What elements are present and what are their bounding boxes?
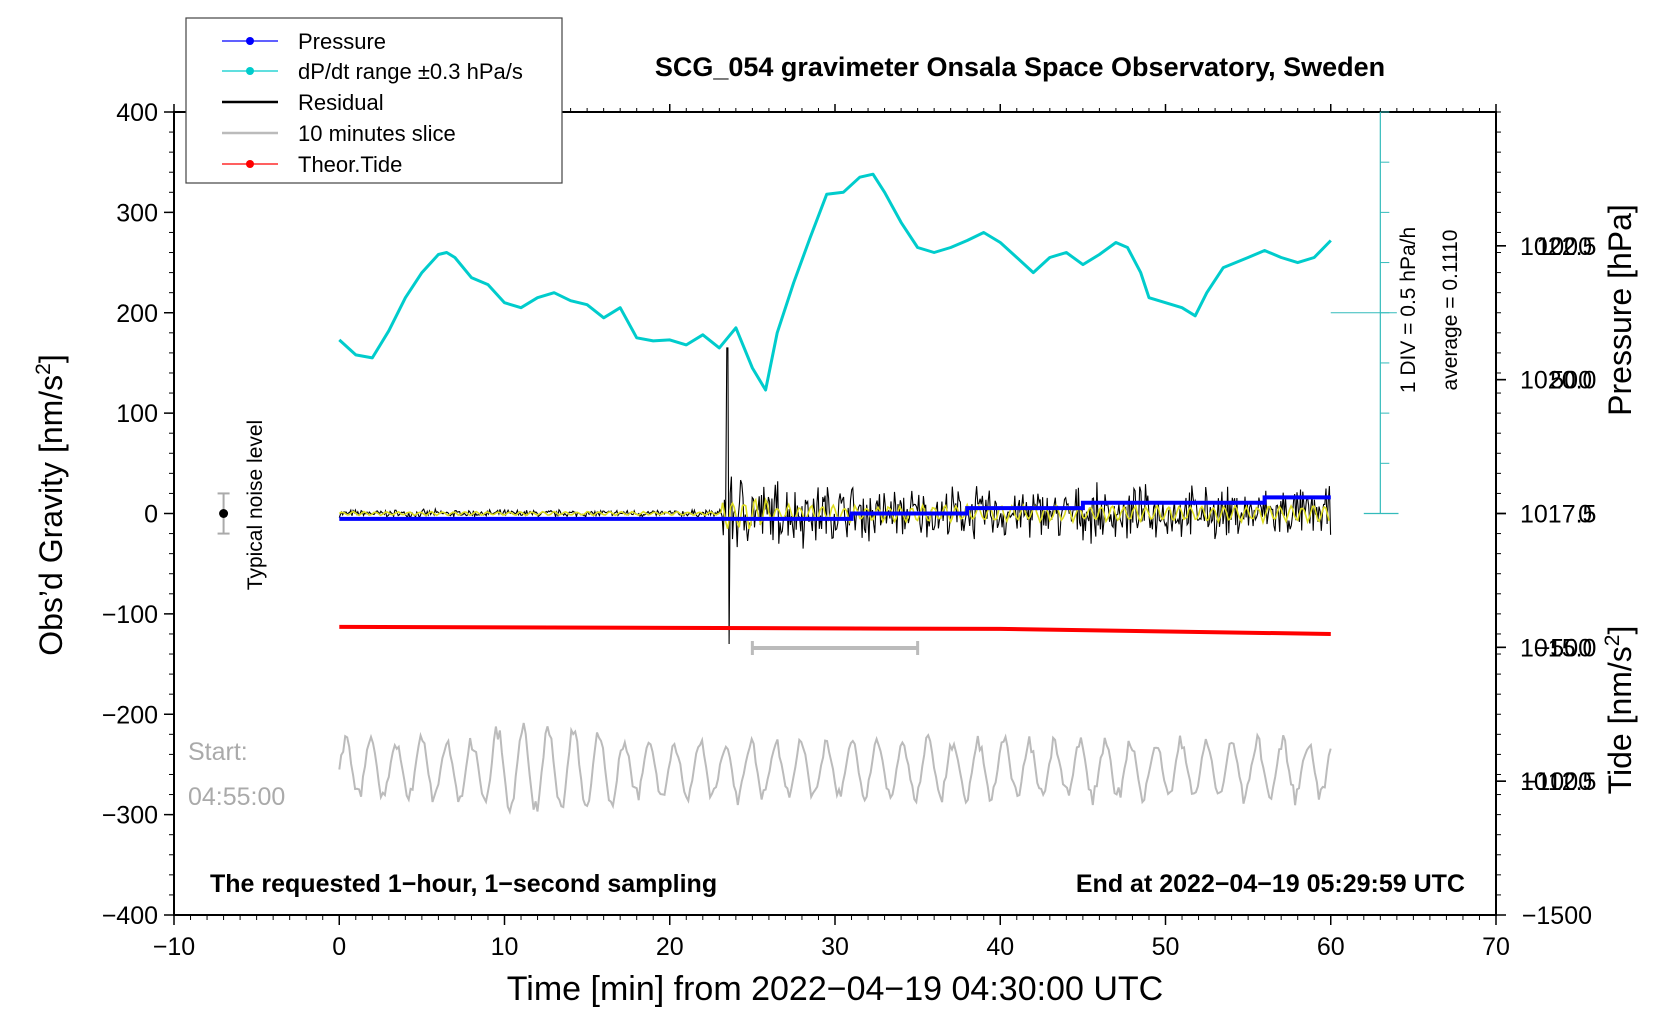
pressure-tick-label: 1015.0	[1520, 634, 1596, 662]
y-axis-label-left: Obs’d Gravity [nm/s2]	[32, 354, 69, 656]
tide-tick-label: 0	[1578, 501, 1592, 529]
residual-line	[338, 347, 1332, 645]
y-axis-label-left-sup: 2	[32, 363, 55, 375]
pressure-tick-label: 1022.5	[1520, 233, 1596, 261]
tide-axis-label-sup: 2	[1601, 635, 1624, 647]
slice-zoom-line	[338, 722, 1332, 815]
noise-dot	[219, 509, 229, 518]
start-label: Start:	[188, 738, 248, 766]
x-tick-label: 30	[821, 933, 849, 961]
legend-marker-pressure	[246, 37, 254, 45]
axis-ticks: −10 0 10 20 30 40 50 60 704003002001000−100−200−…	[102, 99, 1597, 961]
y-tick-label: −200	[102, 701, 158, 729]
legend: Pressure dP/dt range ±0.3 hPa/s Residual…	[185, 17, 563, 184]
x-tick-label: 60	[1317, 933, 1345, 961]
legend-marker-tide	[246, 160, 254, 168]
x-tick-label: 50	[1152, 933, 1180, 961]
scale-div-label: 1 DIV = 0.5 hPa/h	[1397, 227, 1420, 393]
y-axis-label-left-end: ]	[33, 354, 69, 363]
x-tick-label: 70	[1482, 933, 1510, 961]
y-tick-label: 400	[116, 99, 158, 127]
data-series	[217, 111, 1399, 815]
x-tick-label: 20	[656, 933, 684, 961]
bottom-right-note: End at 2022−04−19 05:29:59 UTC	[1076, 870, 1465, 898]
x-tick-label: 40	[986, 933, 1014, 961]
legend-label-tide: Theor.Tide	[298, 152, 402, 177]
scale-average-label: average = 0.1110	[1439, 230, 1462, 391]
y-tick-label: 200	[116, 300, 158, 328]
tide-axis-label: Tide [nm/s2]	[1601, 626, 1638, 795]
tide-tick-label: −1000	[1522, 768, 1592, 796]
y-tick-label: −100	[102, 601, 158, 629]
tide-tick-label: 1000	[1536, 233, 1592, 261]
legend-label-residual: Residual	[298, 90, 384, 115]
pressure-tick-label: 1012.5	[1520, 768, 1596, 796]
chart-title: SCG_054 gravimeter Onsala Space Observat…	[655, 52, 1385, 82]
y-tick-label: −400	[102, 902, 158, 930]
pressure-axis-label: Pressure [hPa]	[1602, 204, 1638, 416]
dpdt-line	[338, 172, 1332, 392]
legend-box	[185, 17, 563, 184]
tide-tick-label: −1500	[1522, 902, 1592, 930]
y-tick-label: 0	[144, 501, 158, 529]
pressure-tick-label: 1017.5	[1520, 501, 1596, 529]
legend-label-pressure: Pressure	[298, 29, 386, 54]
legend-marker-dpdt	[246, 67, 254, 75]
tide-line	[339, 624, 1331, 636]
x-tick-label: 0	[332, 933, 346, 961]
bottom-left-note: The requested 1−hour, 1−second sampling	[210, 870, 717, 898]
tide-axis-label-main: Tide [nm/s	[1602, 646, 1638, 794]
pressure-tick-label: 1020.0	[1520, 367, 1596, 395]
legend-label-slice: 10 minutes slice	[298, 121, 456, 146]
x-axis-label: Time [min] from 2022−04−19 04:30:00 UTC	[507, 970, 1163, 1008]
tide-tick-label: −500	[1536, 634, 1592, 662]
y-tick-label: 300	[116, 199, 158, 227]
tide-tick-label: 500	[1550, 367, 1592, 395]
x-tick-label: 10	[491, 933, 519, 961]
y-tick-label: 100	[116, 400, 158, 428]
tide-axis-label-end: ]	[1602, 626, 1638, 635]
pressure-line	[339, 495, 1331, 521]
residual-filtered-line	[338, 497, 1330, 530]
start-time-label: 04:55:00	[188, 783, 285, 811]
x-tick-label: −10	[153, 933, 195, 961]
legend-label-dpdt: dP/dt range ±0.3 hPa/s	[298, 59, 523, 84]
y-axis-label-left-main: Obs’d Gravity [nm/s	[33, 375, 69, 656]
y-tick-label: −300	[102, 802, 158, 830]
noise-level-label: Typical noise level	[244, 420, 267, 590]
